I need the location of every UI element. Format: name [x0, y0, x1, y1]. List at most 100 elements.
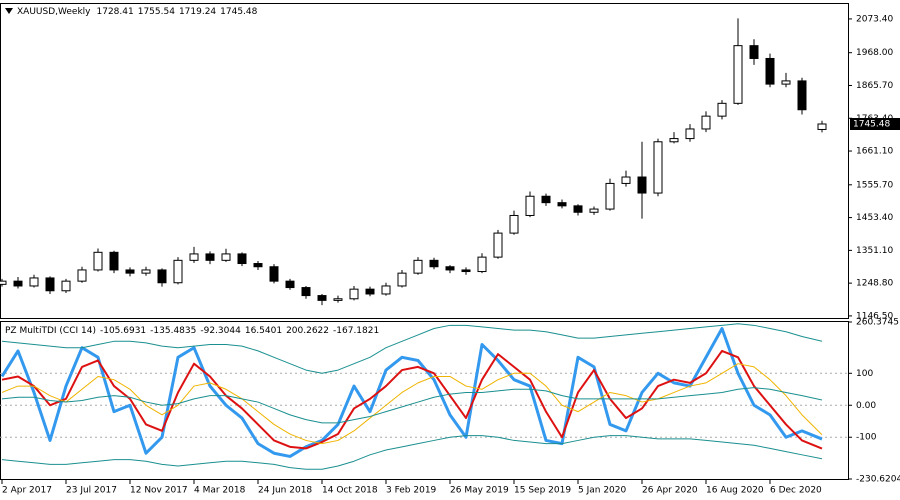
candle-body	[29, 277, 39, 287]
candle-body	[541, 195, 551, 204]
price-pane	[0, 3, 849, 319]
candle-body	[493, 232, 503, 258]
y-tick-label: 260.3745	[856, 318, 899, 328]
last-open: 1728.41	[97, 7, 134, 17]
candle-body	[765, 57, 775, 85]
y-tick-label: 1351.10	[856, 246, 893, 256]
candle-body	[573, 205, 583, 213]
candle-body	[669, 138, 679, 143]
indicator-line	[1, 363, 823, 445]
candle-body	[653, 141, 663, 194]
candle-body	[173, 259, 183, 284]
candle-body	[45, 277, 55, 292]
candle-body	[685, 128, 695, 140]
candle-body	[637, 176, 647, 194]
candle-body	[461, 269, 471, 273]
last-low: 1719.24	[179, 7, 216, 17]
indicator-value: -135.4835	[150, 326, 196, 336]
x-tick-label: 6 Dec 2020	[770, 486, 822, 496]
indicator-value: -92.3044	[200, 326, 241, 336]
y-tick-label: 1968.00	[856, 48, 893, 58]
candle-body	[61, 280, 71, 292]
price-title: XAUUSD,Weekly 1728.41 1755.54 1719.24 1745.4…	[17, 7, 258, 17]
candle-body	[189, 253, 199, 261]
candle-body	[701, 115, 711, 130]
indicator-value: -167.1821	[333, 326, 379, 336]
candle-body	[221, 253, 231, 261]
x-tick-label: 16 Aug 2020	[706, 486, 764, 496]
candle-body	[317, 295, 327, 301]
candle-body	[13, 280, 23, 287]
symbol: XAUUSD,Weekly	[17, 7, 91, 17]
candle-body	[717, 102, 727, 117]
indicator-name: PZ MultiTDI (CCI 14)	[5, 326, 96, 336]
candle-body	[77, 269, 87, 282]
x-tick-label: 2 Apr 2017	[2, 486, 52, 496]
y-tick-label: 1661.10	[856, 147, 893, 157]
candle-body	[589, 208, 599, 213]
menu-arrow[interactable]	[5, 8, 13, 14]
candle-body	[0, 280, 7, 285]
y-tick-label: 0.00	[856, 401, 876, 411]
y-tick-label: 1146.50	[856, 311, 893, 321]
y-tick-label: 100	[856, 369, 873, 379]
x-tick-label: 23 Jul 2017	[66, 486, 117, 496]
indicator-value: 16.5401	[245, 326, 282, 336]
candle-body	[445, 266, 455, 271]
candle-body	[93, 251, 103, 271]
candle-body	[525, 195, 535, 216]
y-tick-label: 1555.70	[856, 180, 893, 190]
candle-body	[749, 45, 759, 59]
y-tick-label: 2073.40	[856, 14, 893, 24]
candle-body	[397, 272, 407, 287]
x-tick-label: 26 May 2019	[450, 486, 509, 496]
x-tick-label: 4 Mar 2018	[194, 486, 246, 496]
indicator-value: -105.6931	[100, 326, 146, 336]
indicator-line	[1, 323, 823, 374]
indicator-line	[0, 327, 823, 458]
x-tick-label: 24 Jun 2018	[258, 486, 312, 496]
y-tick-label: -100	[856, 433, 877, 443]
candle-body	[301, 287, 311, 297]
candle-body	[733, 45, 743, 104]
x-tick-label: 15 Sep 2019	[514, 486, 571, 496]
candle-body	[429, 259, 439, 268]
indicator-line	[1, 435, 823, 470]
indicator-pane	[0, 321, 849, 480]
price-label-box	[850, 117, 900, 130]
y-tick-label: 1248.80	[856, 279, 893, 289]
candle-body	[253, 263, 263, 268]
y-tick-label: 1453.40	[856, 213, 893, 223]
indicator-line	[1, 387, 823, 424]
x-tick-label: 3 Feb 2019	[386, 486, 437, 496]
x-tick-label: 26 Apr 2020	[642, 486, 698, 496]
indicator-title: PZ MultiTDI (CCI 14) -105.6931 -135.4835 -9…	[5, 326, 379, 336]
y-tick-label: -230.6204	[856, 475, 900, 485]
candle-body	[413, 259, 423, 274]
candle-body	[797, 80, 807, 111]
candle-body	[477, 256, 487, 273]
candle-body	[365, 288, 375, 295]
candle-body	[333, 298, 343, 301]
last-close: 1745.48	[220, 7, 257, 17]
last-high: 1755.54	[138, 7, 175, 17]
candle-body	[125, 269, 135, 274]
price-label: 1745.48	[853, 119, 890, 129]
indicator-value: 200.2622	[286, 326, 329, 336]
candle-body	[605, 182, 615, 210]
candle-body	[269, 266, 279, 282]
candle-body	[817, 123, 827, 130]
candle-body	[237, 253, 247, 265]
x-tick-label: 14 Oct 2018	[322, 486, 378, 496]
x-tick-label: 5 Jan 2020	[578, 486, 626, 496]
candle-body	[781, 80, 791, 85]
candle-body	[157, 269, 167, 284]
candle-body	[141, 269, 151, 274]
x-tick-label: 12 Nov 2017	[130, 486, 188, 496]
candle-body	[381, 285, 391, 295]
candle-body	[509, 214, 519, 234]
candle-body	[557, 202, 567, 207]
indicator-line	[1, 349, 823, 450]
